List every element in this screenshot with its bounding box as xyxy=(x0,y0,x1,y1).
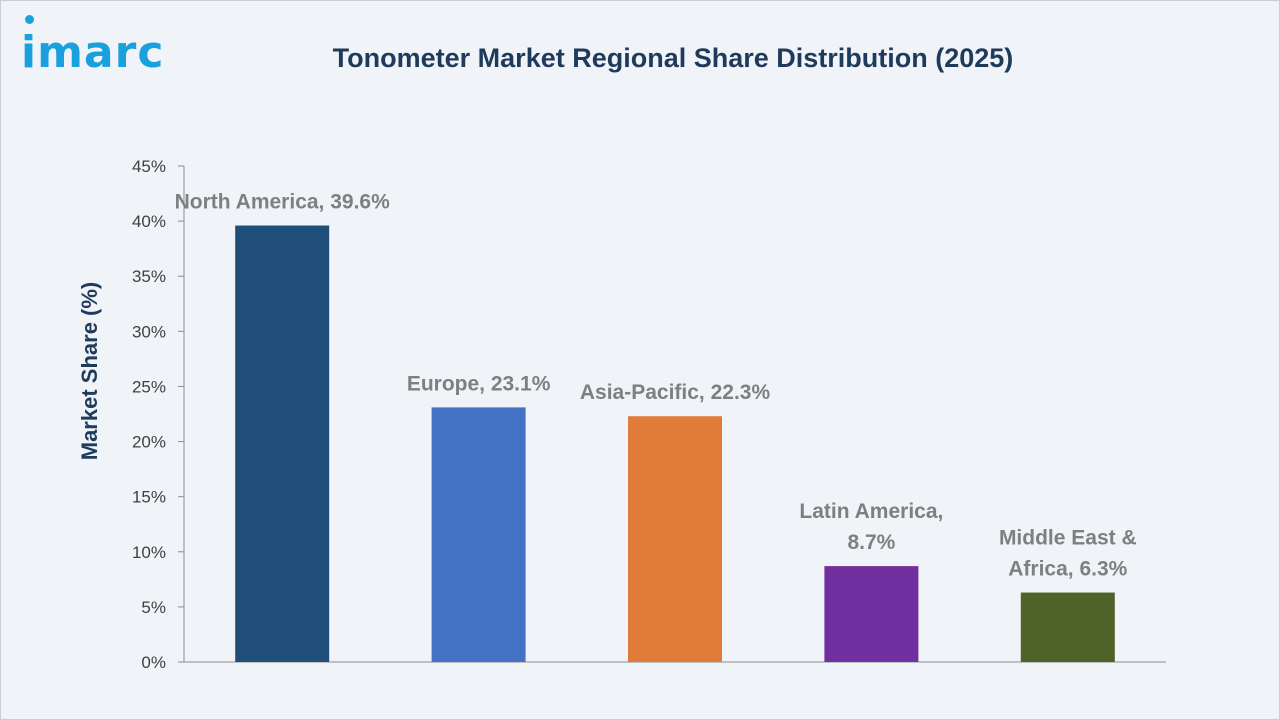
bar-europe xyxy=(431,407,526,662)
data-labels: North America, 39.6% Europe, 23.1% Asia-Pa… xyxy=(175,191,1137,581)
y-tick-label: 0% xyxy=(141,653,166,672)
y-tick-label: 5% xyxy=(141,598,166,617)
y-axis-label: Market Share (%) xyxy=(77,282,102,461)
data-label: Asia-Pacific, 22.3% xyxy=(580,381,771,404)
data-label: Latin America, 8.7% xyxy=(799,500,943,554)
y-tick-label: 20% xyxy=(132,433,166,452)
bar-asia-pacific xyxy=(628,416,722,662)
bar-middle-east-africa xyxy=(1020,592,1115,662)
chart-title: Tonometer Market Regional Share Distribu… xyxy=(332,43,1014,73)
data-label: Europe, 23.1% xyxy=(407,372,551,395)
y-tick-label: 45% xyxy=(132,157,166,176)
bar-north-america xyxy=(235,225,330,662)
y-tick-label: 15% xyxy=(132,488,166,507)
data-label: North America, 39.6% xyxy=(175,191,390,214)
imarc-logo: imarc xyxy=(21,27,165,78)
data-label: Middle East & Africa, 6.3% xyxy=(999,527,1137,581)
y-tick-label: 30% xyxy=(132,322,166,341)
bars xyxy=(235,225,1115,662)
y-tick-label: 40% xyxy=(132,212,166,231)
logo-dot xyxy=(25,15,34,24)
y-tick-label: 25% xyxy=(132,377,166,396)
y-tick-label: 35% xyxy=(132,267,166,286)
y-axis: 0% 5% 10% 15% 20% 25% 30% 35% 40% 45% xyxy=(132,157,185,672)
bar-latin-america xyxy=(824,566,919,662)
y-tick-label: 10% xyxy=(132,543,166,562)
